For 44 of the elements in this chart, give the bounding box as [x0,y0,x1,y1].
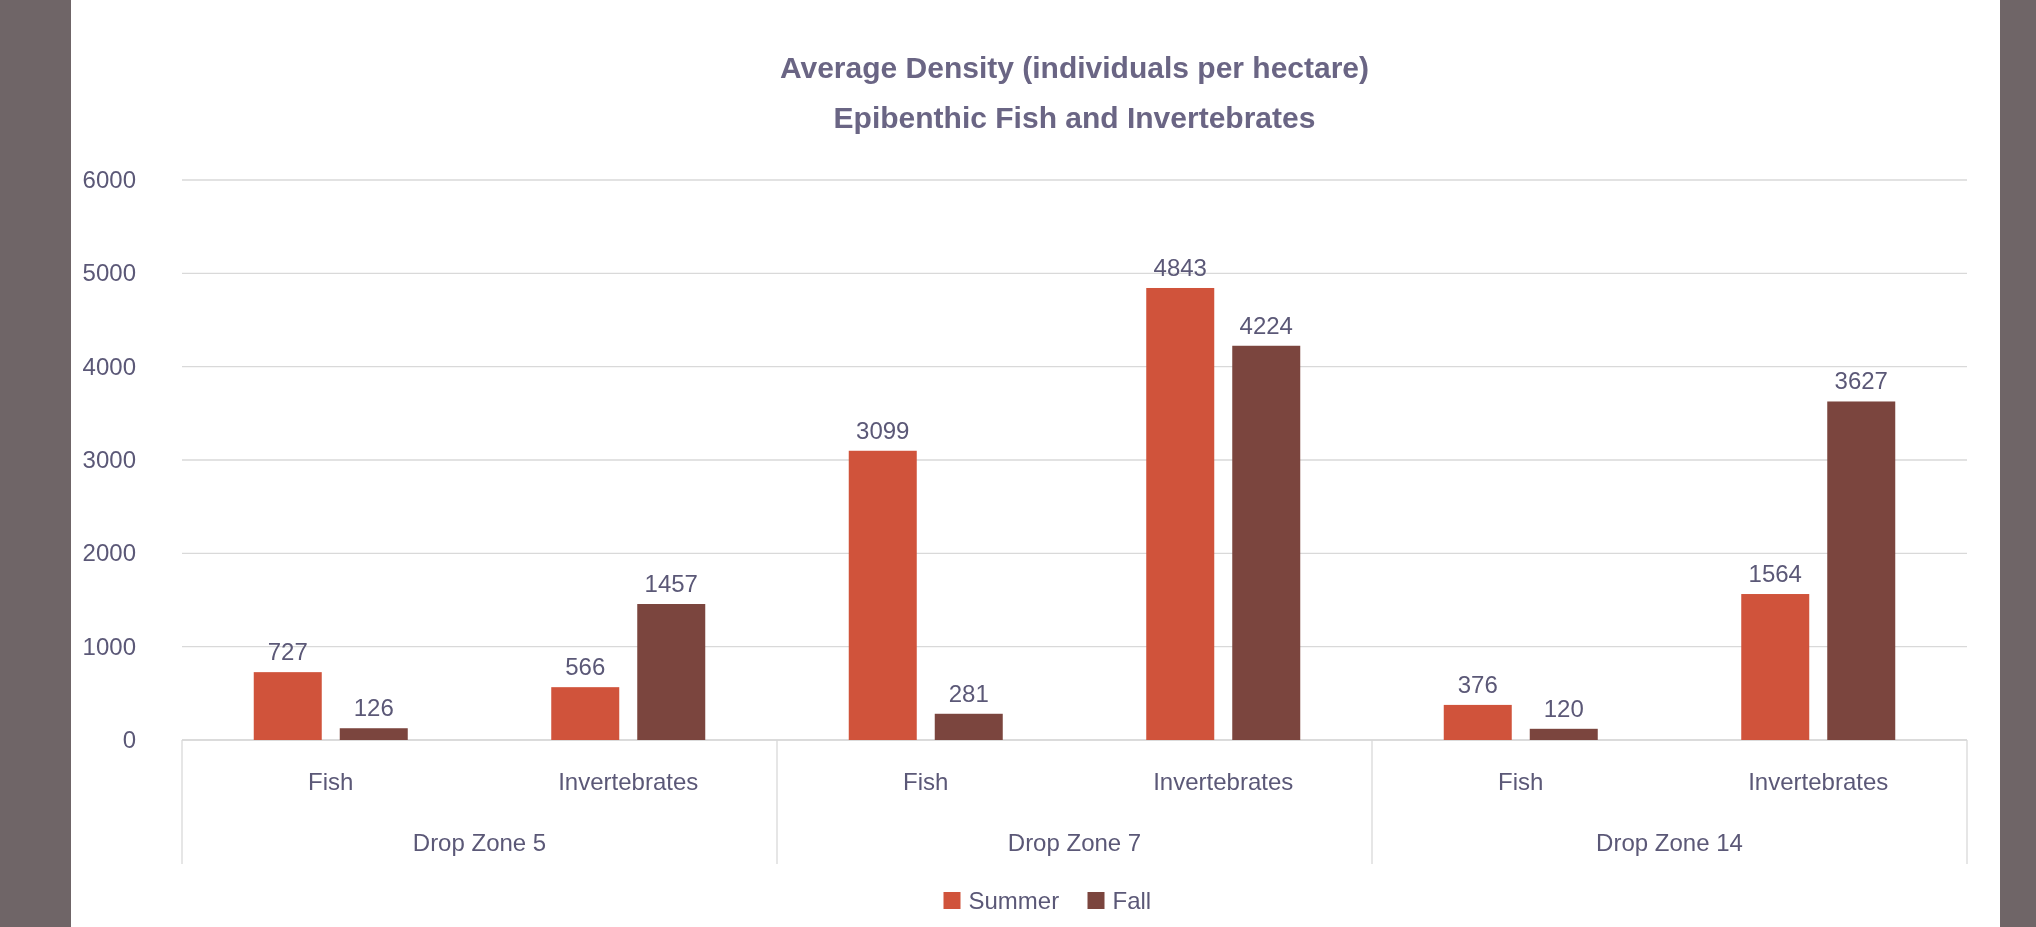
bar [551,687,620,740]
data-label: 727 [267,638,308,666]
bar [1146,287,1215,740]
y-tick-label: 0 [122,726,136,753]
data-label: 3099 [856,416,910,444]
x-tick-label: Fish [903,768,949,795]
y-tick-label: 6000 [82,166,136,193]
bar [934,713,1003,740]
data-label: 1457 [644,570,698,598]
bar [1232,345,1301,740]
data-label: 4224 [1239,311,1293,339]
data-label: 1564 [1748,560,1802,588]
y-tick-label: 5000 [82,259,136,287]
text: Drop Zone 14 [1596,829,1743,856]
y-tick-label: 1000 [82,632,136,660]
y-tick-label: 4000 [82,352,136,380]
bar [1529,728,1598,740]
bar [848,450,917,740]
data-label: 126 [353,694,394,722]
bar [1741,594,1810,740]
bar [1827,401,1896,740]
data-label: 4843 [1153,253,1207,281]
x-tick-label: Invertebrates [1153,768,1294,795]
bar [637,604,706,740]
x-tick-label: Invertebrates [1748,768,1889,795]
bar [339,728,408,740]
data-label: 566 [565,653,606,681]
x-tick-label: Fish [308,768,354,795]
legend-label: Fall [1112,887,1152,914]
bar [253,672,322,740]
legend-label: Summer [968,887,1060,914]
chart-title: Average Density (individuals per hectare) [779,51,1370,84]
data-label: 281 [948,679,989,707]
data-label: 120 [1543,694,1584,722]
x-tick-label: Fish [1498,768,1544,795]
x-tick-label: Invertebrates [558,768,699,795]
data-label: 376 [1457,670,1498,698]
chart-subtitle: Epibenthic Fish and Invertebrates [833,101,1316,134]
text: Drop Zone 7 [1007,829,1142,856]
y-tick-label: 2000 [82,539,136,567]
y-tick-label: 3000 [82,446,136,473]
bar [1443,704,1512,740]
text: Drop Zone 5 [412,829,547,856]
data-label: 3627 [1834,367,1888,395]
